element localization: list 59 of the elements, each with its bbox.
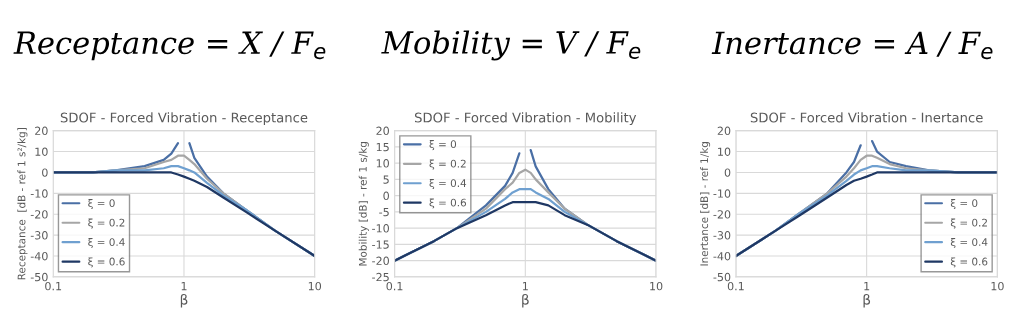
legend-label: ξ = 0.2 <box>429 159 466 170</box>
y-tick-label: -20 <box>372 256 389 266</box>
y-tick-label: 10 <box>376 159 389 168</box>
legend-label: ξ = 0.6 <box>950 257 988 268</box>
y-tick-label: -30 <box>30 231 48 240</box>
y-tick-label: -40 <box>713 251 731 261</box>
legend-label: ξ = 0.4 <box>88 237 125 249</box>
y-tick-label: 0 <box>724 168 731 177</box>
y-axis-title: Mobility [dB] - ref 1 s/kg <box>358 142 369 266</box>
y-axis-title: Inertance [dB] - ref 1/kg <box>700 142 711 266</box>
x-tick-label: 0.1 <box>727 281 744 291</box>
x-axis-title: β <box>522 293 529 308</box>
x-tick-label: 1 <box>523 282 528 291</box>
y-tick-label: 20 <box>376 126 389 136</box>
y-tick-label: -10 <box>372 224 389 233</box>
x-axis-title: β <box>180 293 188 308</box>
legend-label: ξ = 0 <box>950 198 978 210</box>
x-tick-label: 10 <box>308 281 322 291</box>
x-axis-title: β <box>863 293 871 308</box>
x-tick-label: 1 <box>181 282 187 291</box>
legend-label: ξ = 0.2 <box>88 218 125 229</box>
x-tick-label: 0.1 <box>45 281 62 291</box>
y-tick-label: 10 <box>718 147 731 156</box>
y-tick-label: 5 <box>383 175 389 184</box>
text: Receptance = X / F$_{e}$ <box>13 31 326 61</box>
y-tick-label: -50 <box>30 272 48 282</box>
y-tick-label: -50 <box>713 272 731 282</box>
text: Inertance = A / F$_{e}$ <box>711 31 993 60</box>
chart-title: SDOF - Forced Vibration - Inertance <box>750 112 983 123</box>
legend-label: ξ = 0.2 <box>950 218 987 229</box>
y-tick-label: -10 <box>713 189 731 198</box>
y-tick-label: 0 <box>383 191 389 201</box>
x-tick-label: 10 <box>991 281 1004 291</box>
legend-label: ξ = 0 <box>88 198 115 210</box>
legend-label: ξ = 0.6 <box>429 198 467 209</box>
legend-label: ξ = 0.4 <box>429 178 467 190</box>
chart-title: SDOF - Forced Vibration - Receptance <box>60 112 308 126</box>
y-tick-label: -20 <box>30 210 48 219</box>
y-tick-label: -30 <box>713 231 731 240</box>
y-tick-label: -10 <box>30 189 48 198</box>
legend-label: ξ = 0.6 <box>88 257 125 268</box>
x-tick-label: 10 <box>650 281 663 291</box>
x-tick-label: 1 <box>864 282 870 291</box>
legend-label: ξ = 0 <box>429 140 457 151</box>
y-tick-label: -5 <box>379 208 389 217</box>
y-tick-label: 15 <box>376 143 389 152</box>
y-tick-label: -25 <box>372 272 389 282</box>
x-tick-label: 0.1 <box>386 281 403 291</box>
y-tick-label: -20 <box>713 210 731 219</box>
text: Mobility = V / F$_{e}$ <box>381 30 641 61</box>
y-tick-label: -40 <box>30 251 48 261</box>
legend-label: ξ = 0.4 <box>950 237 988 249</box>
y-axis-title: Receptance [dB - ref 1 s²/kg] <box>17 128 28 280</box>
y-tick-label: 10 <box>35 147 48 156</box>
chart-title: SDOF - Forced Vibration - Mobility <box>414 112 637 126</box>
y-tick-label: 20 <box>717 126 731 136</box>
y-tick-label: -15 <box>372 240 389 249</box>
y-tick-label: 0 <box>42 168 48 177</box>
y-tick-label: 20 <box>35 126 48 136</box>
